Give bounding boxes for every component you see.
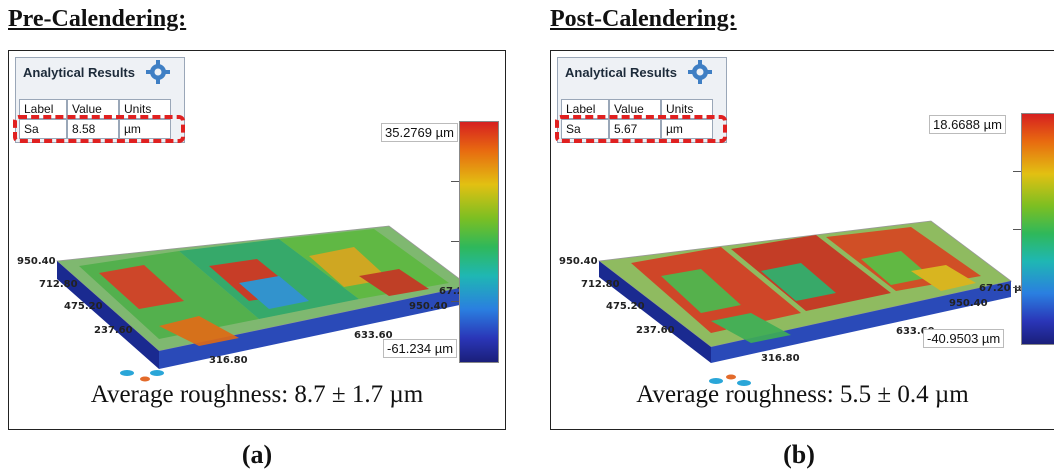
col-value-header: Value <box>609 99 661 119</box>
scale-tick <box>1013 287 1021 288</box>
col-label-header: Label <box>19 99 67 119</box>
scale-max-label: 18.6688 µm <box>929 115 1006 134</box>
roughness-caption: Average roughness: 8.7 ± 1.7 µm <box>90 381 424 408</box>
row-label-cell: Sa <box>561 119 609 139</box>
scale-tick <box>451 301 459 302</box>
sa-highlight-box <box>13 115 185 143</box>
axis-label-y4: 237.60 <box>636 325 675 336</box>
results-table-header: Label Value Units <box>561 99 713 119</box>
axis-label-x2: 633.60 <box>896 326 935 337</box>
axis-label-x1: 316.80 <box>209 355 248 366</box>
color-scale-bar <box>459 121 499 363</box>
axis-label-y4: 237.60 <box>94 325 133 336</box>
axis-label-y3: 475.20 <box>606 301 645 312</box>
axis-label-y2: 712.80 <box>581 279 620 290</box>
gear-icon[interactable] <box>687 59 713 85</box>
axis-label-x2: 633.60 <box>354 330 393 341</box>
roughness-caption: Average roughness: 5.5 ± 0.4 µm <box>636 381 969 408</box>
panel-label-a: (a) <box>241 440 273 469</box>
row-label-cell: Sa <box>19 119 67 139</box>
col-units-header: Units <box>119 99 171 119</box>
section-title-pre: Pre-Calendering: <box>8 6 187 32</box>
surface-plot-3d: 950.40 712.80 475.20 237.60 316.80 633.6… <box>559 220 1032 386</box>
row-value-cell: 8.58 <box>67 119 119 139</box>
scale-min-label: -61.234 µm <box>383 339 458 358</box>
panel-label-b: (b) <box>783 440 815 469</box>
analytical-results-header: Analytical Results <box>23 65 135 80</box>
panel-post-calendering: Analytical Results Label Value Units Sa … <box>550 50 1054 430</box>
axis-label-y1: 950.40 <box>559 256 598 267</box>
section-title-post: Post-Calendering: <box>550 6 737 32</box>
scale-tick <box>1013 171 1021 172</box>
scale-tick <box>1013 229 1021 230</box>
axis-label-y3: 475.20 <box>64 301 103 312</box>
scale-max-label: 35.2769 µm <box>381 123 458 142</box>
axis-label-corner: 67.20 µm <box>979 283 1032 294</box>
gear-icon[interactable] <box>145 59 171 85</box>
scale-tick <box>451 241 459 242</box>
row-units-cell: µm <box>119 119 171 139</box>
col-value-header: Value <box>67 99 119 119</box>
color-scale-bar <box>1021 113 1054 345</box>
results-table-row: Sa 8.58 µm <box>19 119 171 139</box>
scale-tick <box>451 181 459 182</box>
results-table-header: Label Value Units <box>19 99 171 119</box>
surface-plot-3d: 950.40 712.80 475.20 237.60 316.80 633.6… <box>17 225 492 382</box>
results-table-row: Sa 5.67 µm <box>561 119 713 139</box>
axis-label-y1: 950.40 <box>17 256 56 267</box>
panel-pre-calendering: Analytical Results Label Value Units Sa … <box>8 50 506 430</box>
analytical-results-header: Analytical Results <box>565 65 677 80</box>
axis-label-y2: 712.80 <box>39 279 78 290</box>
row-value-cell: 5.67 <box>609 119 661 139</box>
row-units-cell: µm <box>661 119 713 139</box>
axis-label-x1: 316.80 <box>761 353 800 364</box>
axis-label-x3: 950.40 <box>949 298 988 309</box>
orientation-triad-icon <box>120 370 164 382</box>
sa-highlight-box <box>555 115 727 143</box>
scale-min-label: -40.9503 µm <box>923 329 1005 348</box>
orientation-triad-icon <box>709 374 751 386</box>
axis-label-x3: 950.40 <box>409 301 448 312</box>
